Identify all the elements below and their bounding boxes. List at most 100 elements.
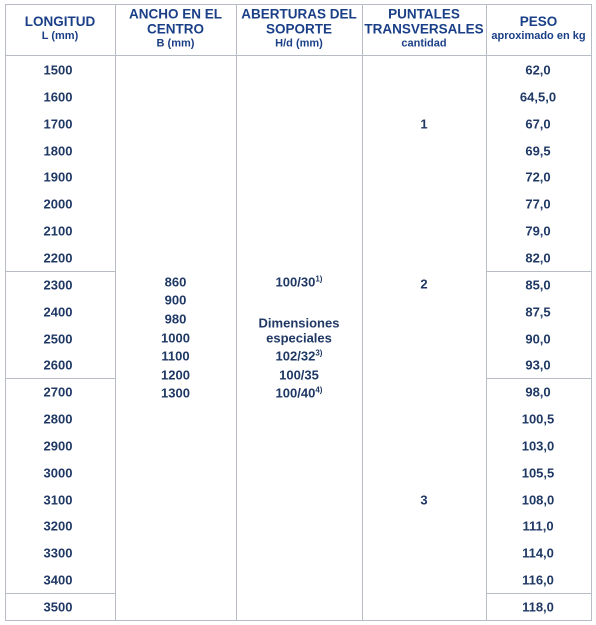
longitud: 3500 — [43, 599, 73, 615]
longitud: 1800 — [43, 143, 73, 159]
rule — [486, 271, 591, 272]
header-unit: B (mm) — [156, 37, 195, 50]
column-header: ANCHO EN EL CENTRO B (mm) — [129, 7, 222, 52]
abertura-text: 102/32 — [275, 348, 316, 364]
header-title: LONGITUD — [24, 14, 96, 29]
rule — [5, 271, 115, 272]
column-header: PUNTALES TRANSVERSALES cantidad — [364, 7, 483, 52]
peso: 90,0 — [525, 331, 551, 346]
rule — [591, 4, 592, 621]
peso: 116,0 — [522, 572, 554, 588]
longitud: 2800 — [43, 411, 73, 427]
peso: 105,5 — [521, 465, 555, 481]
footnote-ref: 3) — [315, 348, 323, 358]
rule — [486, 593, 591, 594]
abertura: Dimensiones — [259, 316, 340, 331]
peso: 98,0 — [525, 384, 551, 400]
peso: 100,5 — [521, 411, 555, 427]
header-title: PESO — [519, 14, 558, 29]
peso: 62,0 — [525, 62, 551, 78]
puntales: 1 — [420, 116, 428, 132]
peso: 77,0 — [525, 196, 551, 212]
longitud: 3100 — [43, 492, 73, 508]
rule — [5, 593, 115, 594]
longitud: 2100 — [43, 223, 73, 239]
peso: 103,0 — [521, 438, 555, 454]
header-title: TRANSVERSALES — [364, 21, 484, 37]
abertura: especiales — [266, 331, 332, 346]
peso: 64,5,0 — [519, 89, 557, 105]
peso: 114,0 — [522, 545, 554, 561]
abertura-text: 100/30 — [275, 274, 316, 290]
header-unit: L (mm) — [41, 30, 79, 42]
longitud: 2400 — [43, 304, 73, 320]
peso: 72,0 — [525, 169, 551, 185]
footnote-ref: 4) — [315, 385, 323, 395]
puntales: 3 — [420, 492, 428, 508]
header-title: ABERTURAS DEL — [241, 6, 357, 22]
longitud: 3400 — [43, 572, 73, 588]
abertura: 100/35 — [279, 368, 319, 383]
longitud: 3000 — [43, 465, 73, 481]
puntales: 2 — [420, 276, 428, 292]
rule — [5, 4, 591, 5]
column-header: LONGITUD L (mm) — [25, 14, 96, 44]
longitud: 3300 — [43, 545, 73, 561]
longitud: 1700 — [43, 116, 73, 132]
ancho: 860 — [164, 274, 187, 290]
peso: 87,5 — [525, 304, 551, 320]
header-title: ANCHO EN EL — [128, 6, 223, 22]
ancho: 1200 — [161, 367, 190, 383]
rule — [486, 4, 487, 621]
abertura: 100/404) — [276, 385, 323, 400]
abertura: 102/323) — [276, 348, 323, 363]
header-title: SOPORTE — [265, 21, 333, 37]
peso: 85,0 — [525, 277, 551, 293]
rule — [362, 4, 363, 621]
peso: 93,0 — [525, 357, 551, 373]
rule — [486, 378, 591, 379]
peso: 118,0 — [522, 599, 554, 615]
peso: 82,0 — [525, 250, 551, 266]
peso: 111,0 — [522, 518, 554, 534]
peso: 69,5 — [525, 143, 551, 159]
abertura-text: 100/40 — [275, 385, 316, 401]
peso: 108,0 — [521, 492, 555, 508]
header-unit: cantidad — [401, 37, 447, 50]
peso: 67,0 — [525, 116, 551, 132]
longitud: 1900 — [43, 169, 73, 185]
column-header: ABERTURAS DEL SOPORTE H/d (mm) — [241, 7, 357, 52]
ancho: 900 — [164, 292, 187, 308]
longitud: 2500 — [43, 331, 73, 346]
longitud: 2700 — [43, 384, 73, 400]
peso: 79,0 — [525, 223, 551, 239]
longitud: 1600 — [43, 89, 73, 105]
ancho: 980 — [164, 311, 187, 327]
longitud: 2000 — [43, 196, 73, 212]
abertura-text: 100/35 — [279, 367, 319, 383]
rule — [236, 4, 237, 621]
footnote-ref: 1) — [315, 274, 323, 284]
header-unit: aproximado en kg — [491, 30, 586, 42]
longitud: 2900 — [43, 438, 73, 454]
longitud: 2300 — [43, 277, 73, 293]
rule — [5, 378, 115, 379]
longitud: 1500 — [43, 62, 73, 78]
ancho: 1100 — [161, 348, 190, 364]
rule — [5, 4, 6, 621]
longitud: 2600 — [43, 357, 73, 373]
header-title: CENTRO — [146, 21, 204, 37]
header-title: PUNTALES — [388, 6, 460, 22]
rule — [5, 55, 591, 56]
rule — [115, 4, 116, 621]
abertura: 100/301) — [276, 274, 323, 289]
ancho: 1300 — [161, 385, 190, 401]
longitud: 2200 — [43, 250, 73, 266]
ancho: 1000 — [161, 330, 190, 346]
longitud: 3200 — [43, 518, 73, 534]
header-unit: H/d (mm) — [275, 37, 323, 50]
rule — [5, 620, 591, 621]
abertura-text: especiales — [266, 330, 332, 346]
abertura-text: Dimensiones — [258, 315, 340, 331]
